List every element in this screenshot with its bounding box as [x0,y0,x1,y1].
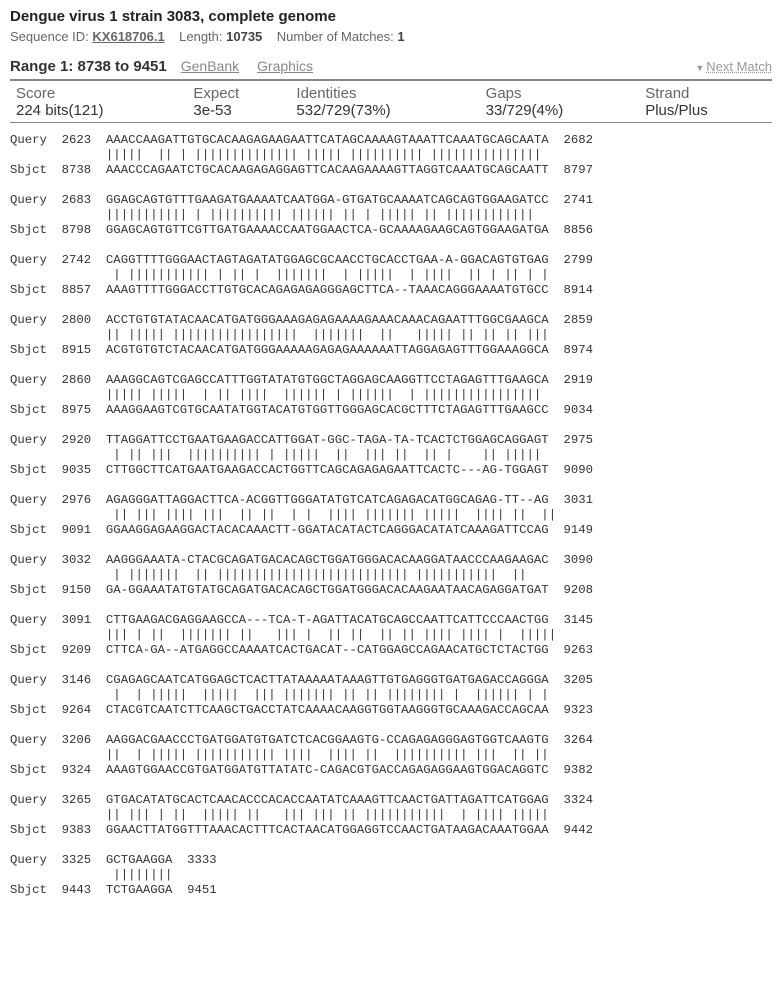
next-match-label: Next Match [706,59,772,74]
length-value: 10735 [226,29,262,44]
range-title: Range 1: 8738 to 9451 [10,58,167,75]
sequence-meta: Sequence ID: KX618706.1 Length: 10735 Nu… [10,29,772,44]
score-label: Score [10,85,187,102]
genbank-link[interactable]: GenBank [181,58,239,74]
seq-id-link[interactable]: KX618706.1 [92,29,164,44]
gaps-value: 33/729(4%) [480,102,640,123]
strand-label: Strand [639,85,772,102]
score-value: 224 bits(121) [10,102,187,123]
matches-label: Number of Matches: [277,29,394,44]
identities-label: Identities [290,85,479,102]
stats-table: Score Expect Identities Gaps Strand 224 … [10,85,772,123]
alignment-block: Query 2623 AAACCAAGATTGTGCACAAGAGAAGAATT… [10,133,772,913]
page-title: Dengue virus 1 strain 3083, complete gen… [10,8,772,25]
strand-value: Plus/Plus [639,102,772,123]
expect-label: Expect [187,85,290,102]
gaps-label: Gaps [480,85,640,102]
graphics-link[interactable]: Graphics [257,58,313,74]
matches-value: 1 [397,29,404,44]
identities-value: 532/729(73%) [290,102,479,123]
expect-value: 3e-53 [187,102,290,123]
next-match-link[interactable]: ▼Next Match [695,59,772,74]
triangle-down-icon: ▼ [695,63,704,73]
seq-id-label: Sequence ID: [10,29,89,44]
range-header: Range 1: 8738 to 9451 GenBank Graphics ▼… [10,58,772,81]
length-label: Length: [179,29,222,44]
